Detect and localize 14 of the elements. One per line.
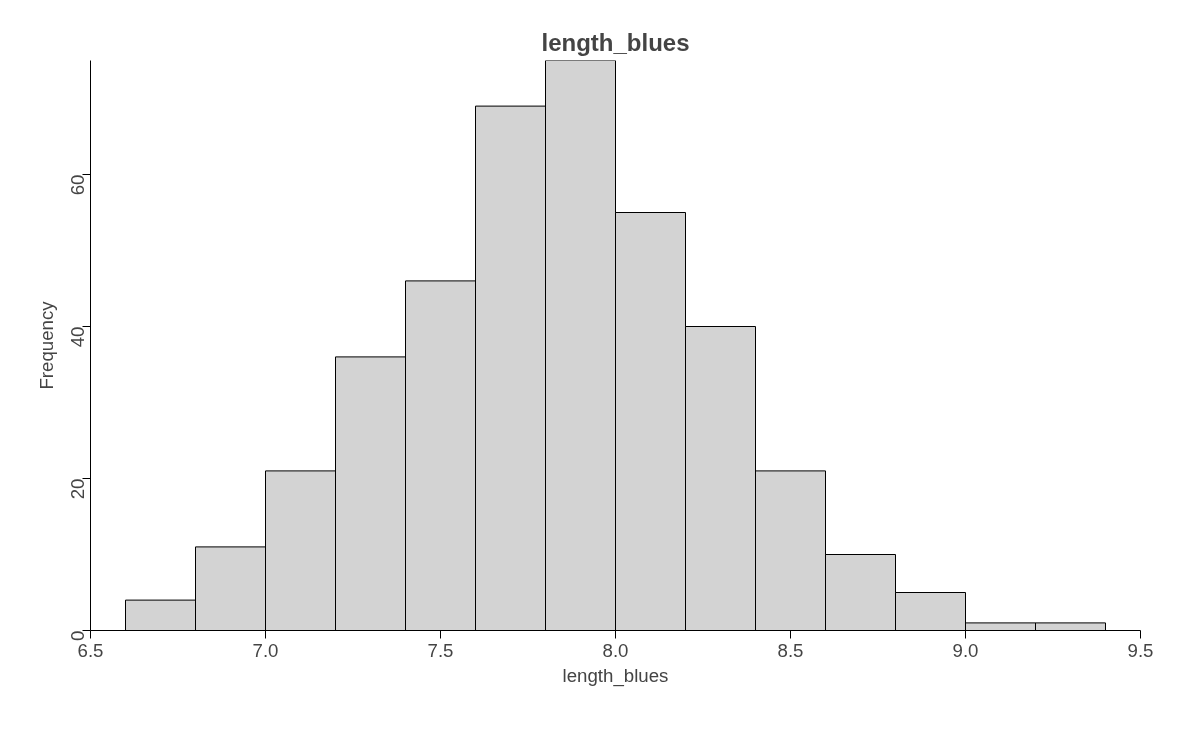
x-axis-title: length_blues xyxy=(562,664,669,687)
y-tick-label: 60 xyxy=(67,174,88,196)
y-tick-label: 20 xyxy=(67,478,88,500)
chart-title: length_blues xyxy=(541,28,690,56)
x-tick-label: 7.5 xyxy=(427,639,454,661)
x-tick-label: 8.0 xyxy=(602,639,629,661)
x-tick-label: 9.0 xyxy=(952,639,979,661)
x-tick-label: 8.5 xyxy=(777,639,804,661)
y-axis-title: Frequency xyxy=(35,300,57,390)
x-tick-label: 6.5 xyxy=(77,639,104,661)
y-tick-label: 40 xyxy=(67,326,88,348)
y-tick-label: 0 xyxy=(67,630,88,641)
x-tick-label: 7.0 xyxy=(252,639,279,661)
x-tick-label: 9.5 xyxy=(1127,639,1154,661)
